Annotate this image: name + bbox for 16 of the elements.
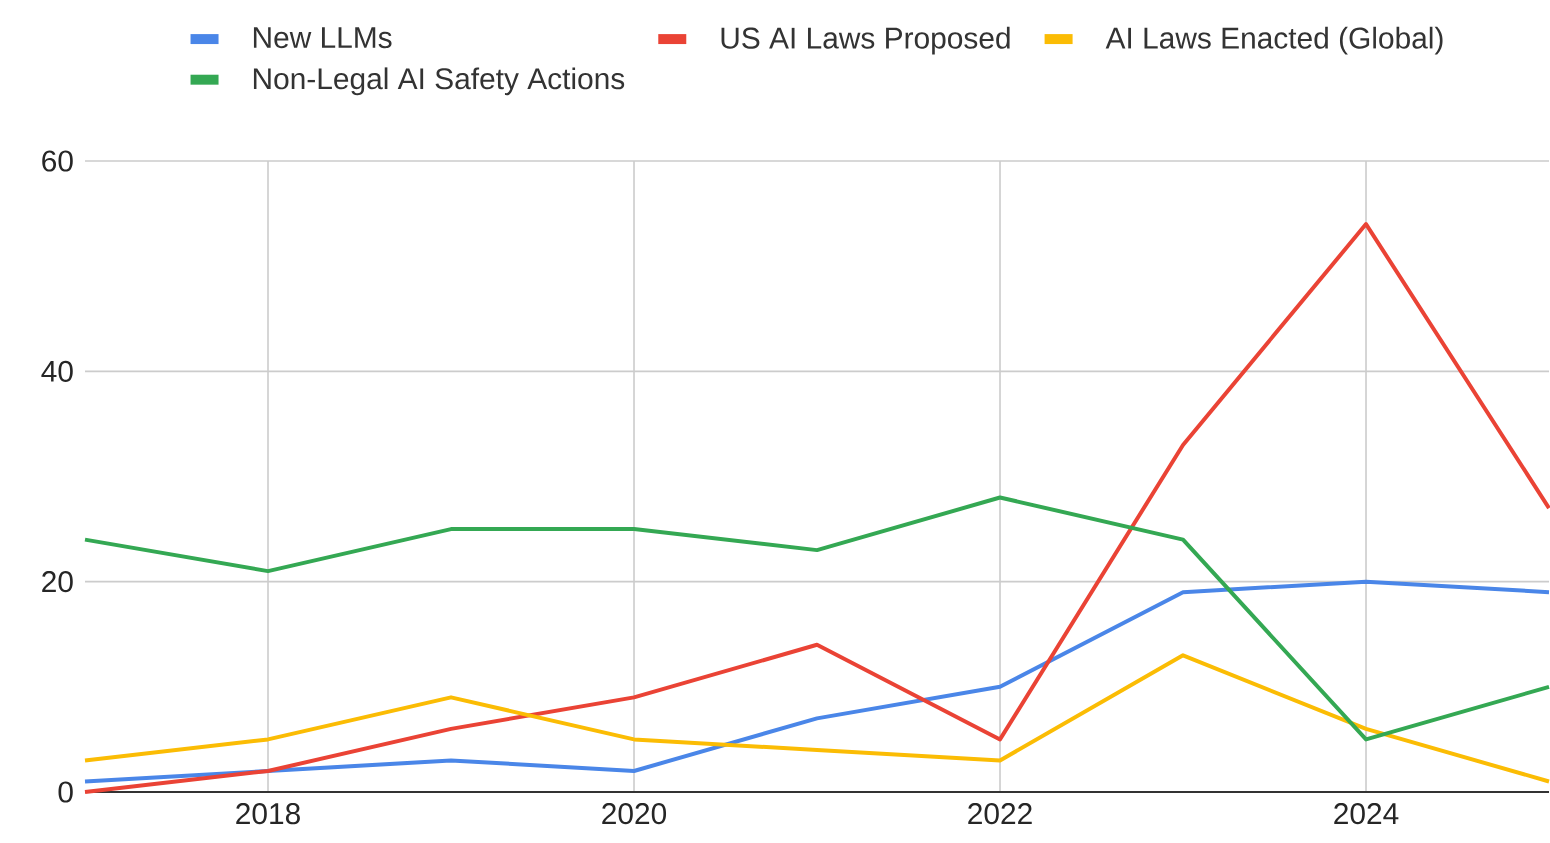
- x-tick-label: 2020: [602, 803, 667, 825]
- line-series: [83, 495, 1550, 742]
- y-tick-label: 0: [58, 781, 73, 803]
- legend-label: New LLMs: [253, 27, 392, 49]
- line-series: [83, 579, 1550, 784]
- y-tick-label: 40: [41, 360, 73, 382]
- legend-label: Non-Legal AI Safety Actions: [253, 67, 625, 96]
- y-tick-label: 60: [42, 150, 73, 172]
- x-tick-label: 2024: [1334, 803, 1399, 825]
- x-tick-label: 2022: [968, 803, 1032, 825]
- line-series: [83, 653, 1550, 784]
- y-tick-label: 20: [42, 571, 73, 593]
- legend-label: US AI Laws Proposed: [721, 26, 1010, 55]
- legend-label: AI Laws Enacted (Global): [1105, 26, 1443, 55]
- x-tick-label: 2018: [236, 803, 300, 825]
- line-series: [83, 222, 1550, 794]
